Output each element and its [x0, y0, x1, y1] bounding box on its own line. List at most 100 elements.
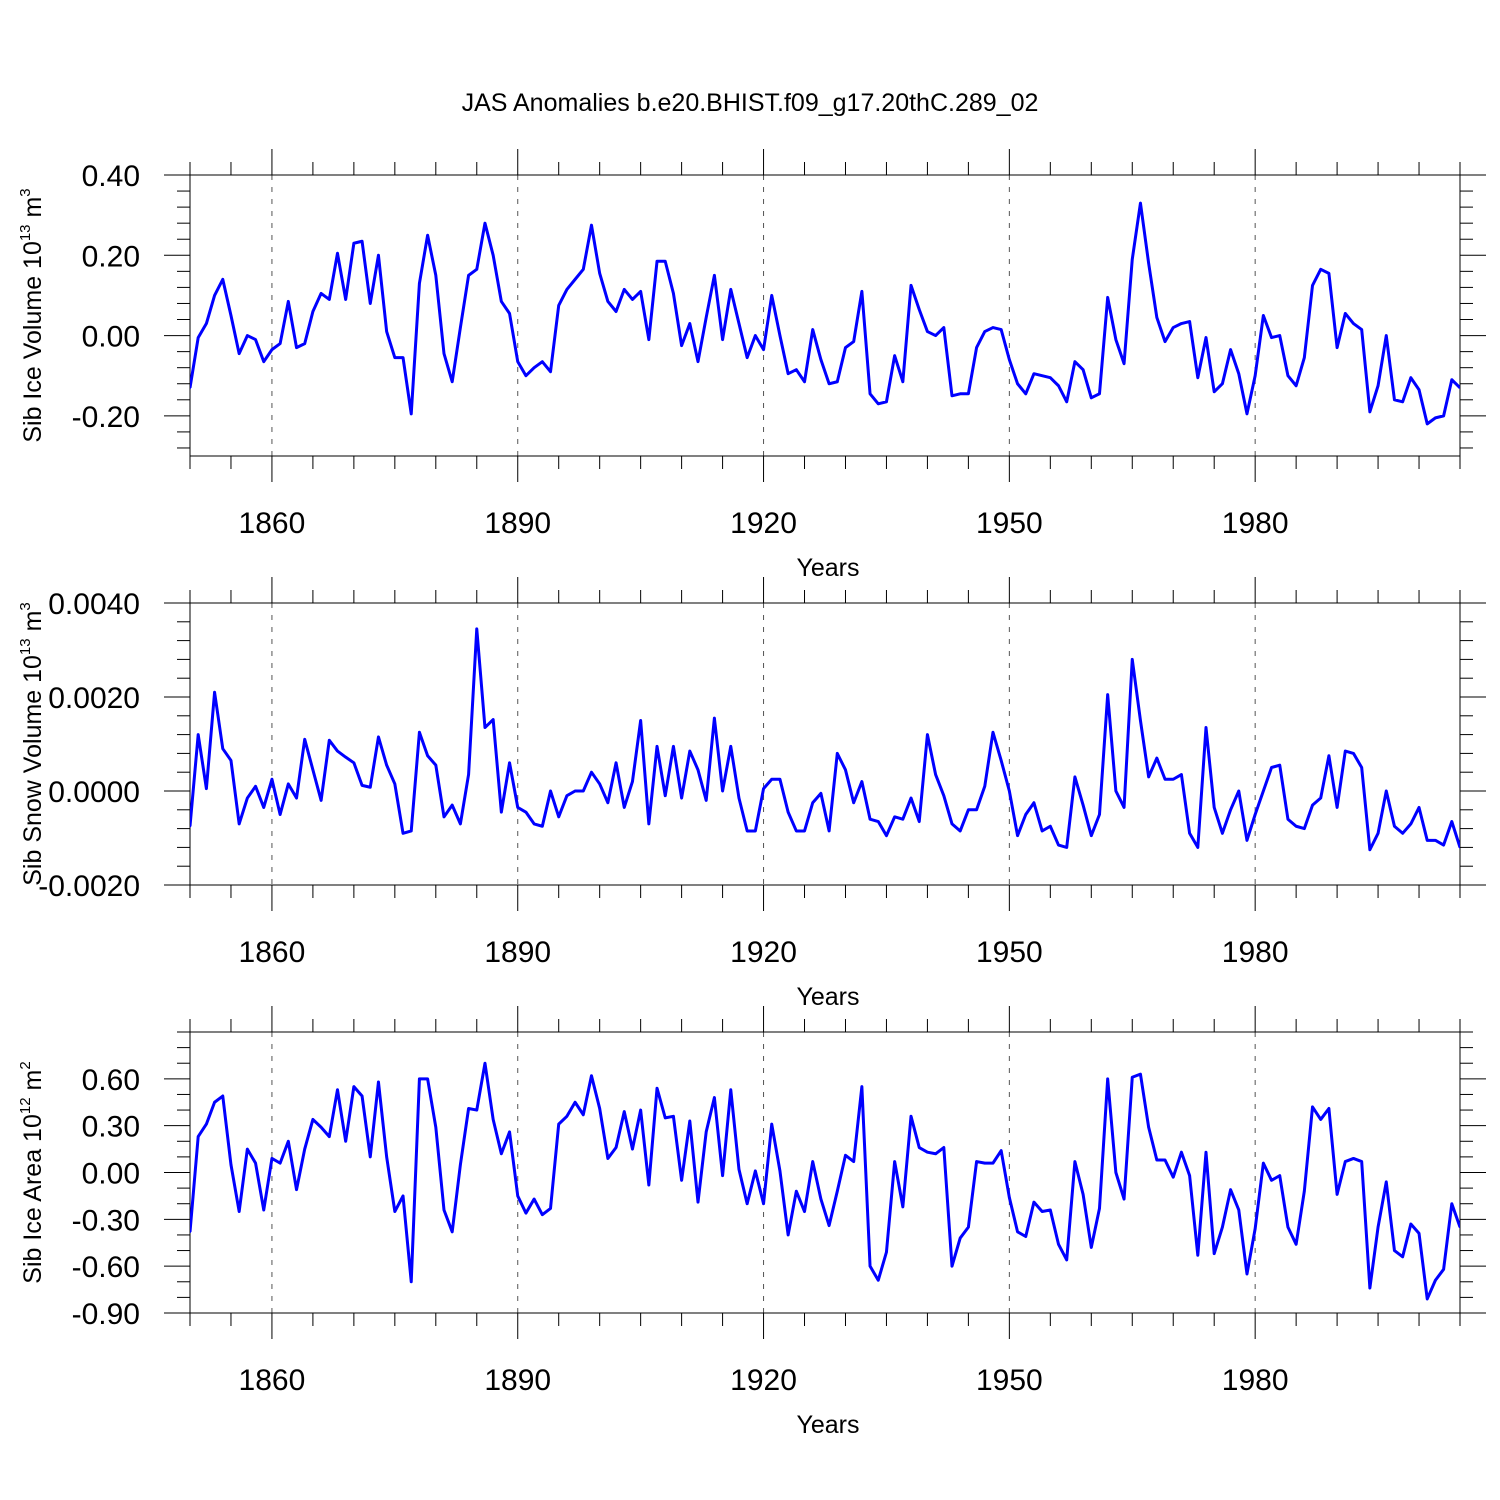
data-point-1868 — [336, 749, 339, 753]
data-point-1919 — [754, 1169, 757, 1173]
y-axis-label-unit: m — [19, 197, 47, 225]
y-axis-label-exponent: 12 — [17, 1097, 34, 1114]
data-point-1995 — [1376, 1225, 1380, 1229]
data-point-1993 — [1360, 328, 1363, 331]
data-point-1859 — [262, 1208, 265, 1212]
data-point-1904 — [631, 780, 634, 783]
data-point-1881 — [442, 352, 446, 355]
data-point-1995 — [1376, 832, 1380, 835]
data-point-1884 — [467, 274, 470, 277]
data-point-1912 — [696, 1200, 700, 1204]
series-line — [190, 627, 1460, 852]
data-point-1953 — [1032, 372, 1036, 375]
data-point-1957 — [1065, 400, 1068, 404]
data-point-1981 — [1262, 789, 1265, 793]
data-point-1877 — [410, 412, 413, 416]
data-point-1870 — [352, 242, 356, 245]
data-point-1925 — [803, 380, 806, 383]
data-point-1916 — [729, 1088, 732, 1091]
data-point-1941 — [934, 1152, 937, 1155]
data-point-1894 — [549, 1207, 552, 1210]
x-tick-label-1980: 1980 — [1222, 507, 1289, 540]
data-point-1906 — [647, 1183, 651, 1187]
data-point-1889 — [508, 312, 511, 315]
data-point-1912 — [696, 360, 700, 363]
data-point-1862 — [287, 782, 290, 786]
data-point-1984 — [1286, 1225, 1290, 1229]
data-point-1914 — [713, 1096, 716, 1099]
data-point-1941 — [934, 334, 937, 337]
data-point-1952 — [1024, 813, 1027, 816]
data-point-1948 — [991, 1161, 995, 1165]
data-point-1974 — [1204, 726, 1208, 729]
data-point-1949 — [999, 1149, 1003, 1152]
data-point-1862 — [287, 1140, 290, 1143]
data-point-1985 — [1294, 825, 1298, 828]
y-axis-label-unit: m — [19, 1070, 47, 1098]
data-point-1945 — [967, 808, 970, 811]
data-point-1901 — [606, 300, 610, 303]
data-point-1865 — [311, 1118, 315, 1121]
series-line — [190, 1061, 1460, 1301]
data-point-1903 — [623, 288, 626, 291]
data-point-1922 — [778, 778, 782, 781]
data-point-1963 — [1114, 789, 1118, 793]
data-point-1852 — [205, 787, 208, 790]
x-tick-label-1890: 1890 — [484, 936, 551, 969]
data-point-1943 — [950, 394, 954, 397]
data-point-1886 — [483, 726, 487, 729]
data-point-1896 — [565, 288, 569, 291]
data-point-1892 — [532, 1197, 536, 1201]
data-point-1881 — [442, 815, 446, 819]
data-point-1969 — [1163, 778, 1167, 781]
data-point-1887 — [491, 1118, 495, 1121]
data-point-1994 — [1368, 410, 1372, 414]
data-point-1884 — [467, 773, 470, 776]
data-point-1987 — [1311, 803, 1314, 807]
data-point-1991 — [1344, 749, 1347, 753]
data-point-2002 — [1434, 1279, 1437, 1282]
data-point-1962 — [1106, 1077, 1109, 1081]
data-point-1991 — [1344, 312, 1347, 315]
data-point-1885 — [475, 627, 478, 631]
data-point-1940 — [926, 330, 929, 333]
data-point-1928 — [827, 829, 831, 833]
data-point-1906 — [647, 822, 651, 826]
data-point-1875 — [393, 1210, 397, 1213]
data-point-1970 — [1172, 778, 1175, 781]
data-point-1918 — [745, 829, 749, 833]
data-point-1971 — [1180, 1151, 1183, 1154]
data-point-1851 — [196, 336, 200, 339]
data-point-1977 — [1229, 1188, 1232, 1191]
data-point-1954 — [1040, 1210, 1044, 1213]
y-tick-label: 0.00 — [82, 1158, 140, 1191]
data-point-1873 — [377, 254, 380, 257]
data-point-1977 — [1229, 348, 1232, 351]
data-point-1975 — [1212, 390, 1216, 393]
y-tick-label: 0.0000 — [48, 776, 140, 809]
data-point-1856 — [237, 352, 241, 355]
data-point-1861 — [278, 813, 282, 816]
data-point-1858 — [254, 338, 257, 341]
data-point-1893 — [541, 825, 544, 828]
y-axis-label: Sib Ice Area 1012 m2 — [17, 1061, 47, 1283]
data-point-1876 — [401, 1194, 405, 1198]
data-point-1892 — [532, 366, 536, 369]
data-point-1876 — [401, 356, 405, 359]
data-point-1919 — [754, 829, 757, 833]
data-point-1995 — [1376, 384, 1380, 387]
data-point-1911 — [688, 322, 692, 325]
y-tick-label: -0.60 — [72, 1251, 140, 1284]
data-point-1950 — [1008, 358, 1011, 361]
data-point-1851 — [196, 733, 200, 736]
data-point-1885 — [475, 268, 478, 271]
data-point-1901 — [606, 801, 610, 804]
data-point-1854 — [221, 747, 224, 750]
data-point-1903 — [623, 806, 626, 809]
data-point-1883 — [459, 1163, 462, 1166]
data-point-1886 — [483, 221, 487, 225]
data-point-2005 — [1458, 386, 1460, 389]
data-point-1937 — [901, 380, 905, 383]
data-point-1872 — [369, 302, 372, 305]
